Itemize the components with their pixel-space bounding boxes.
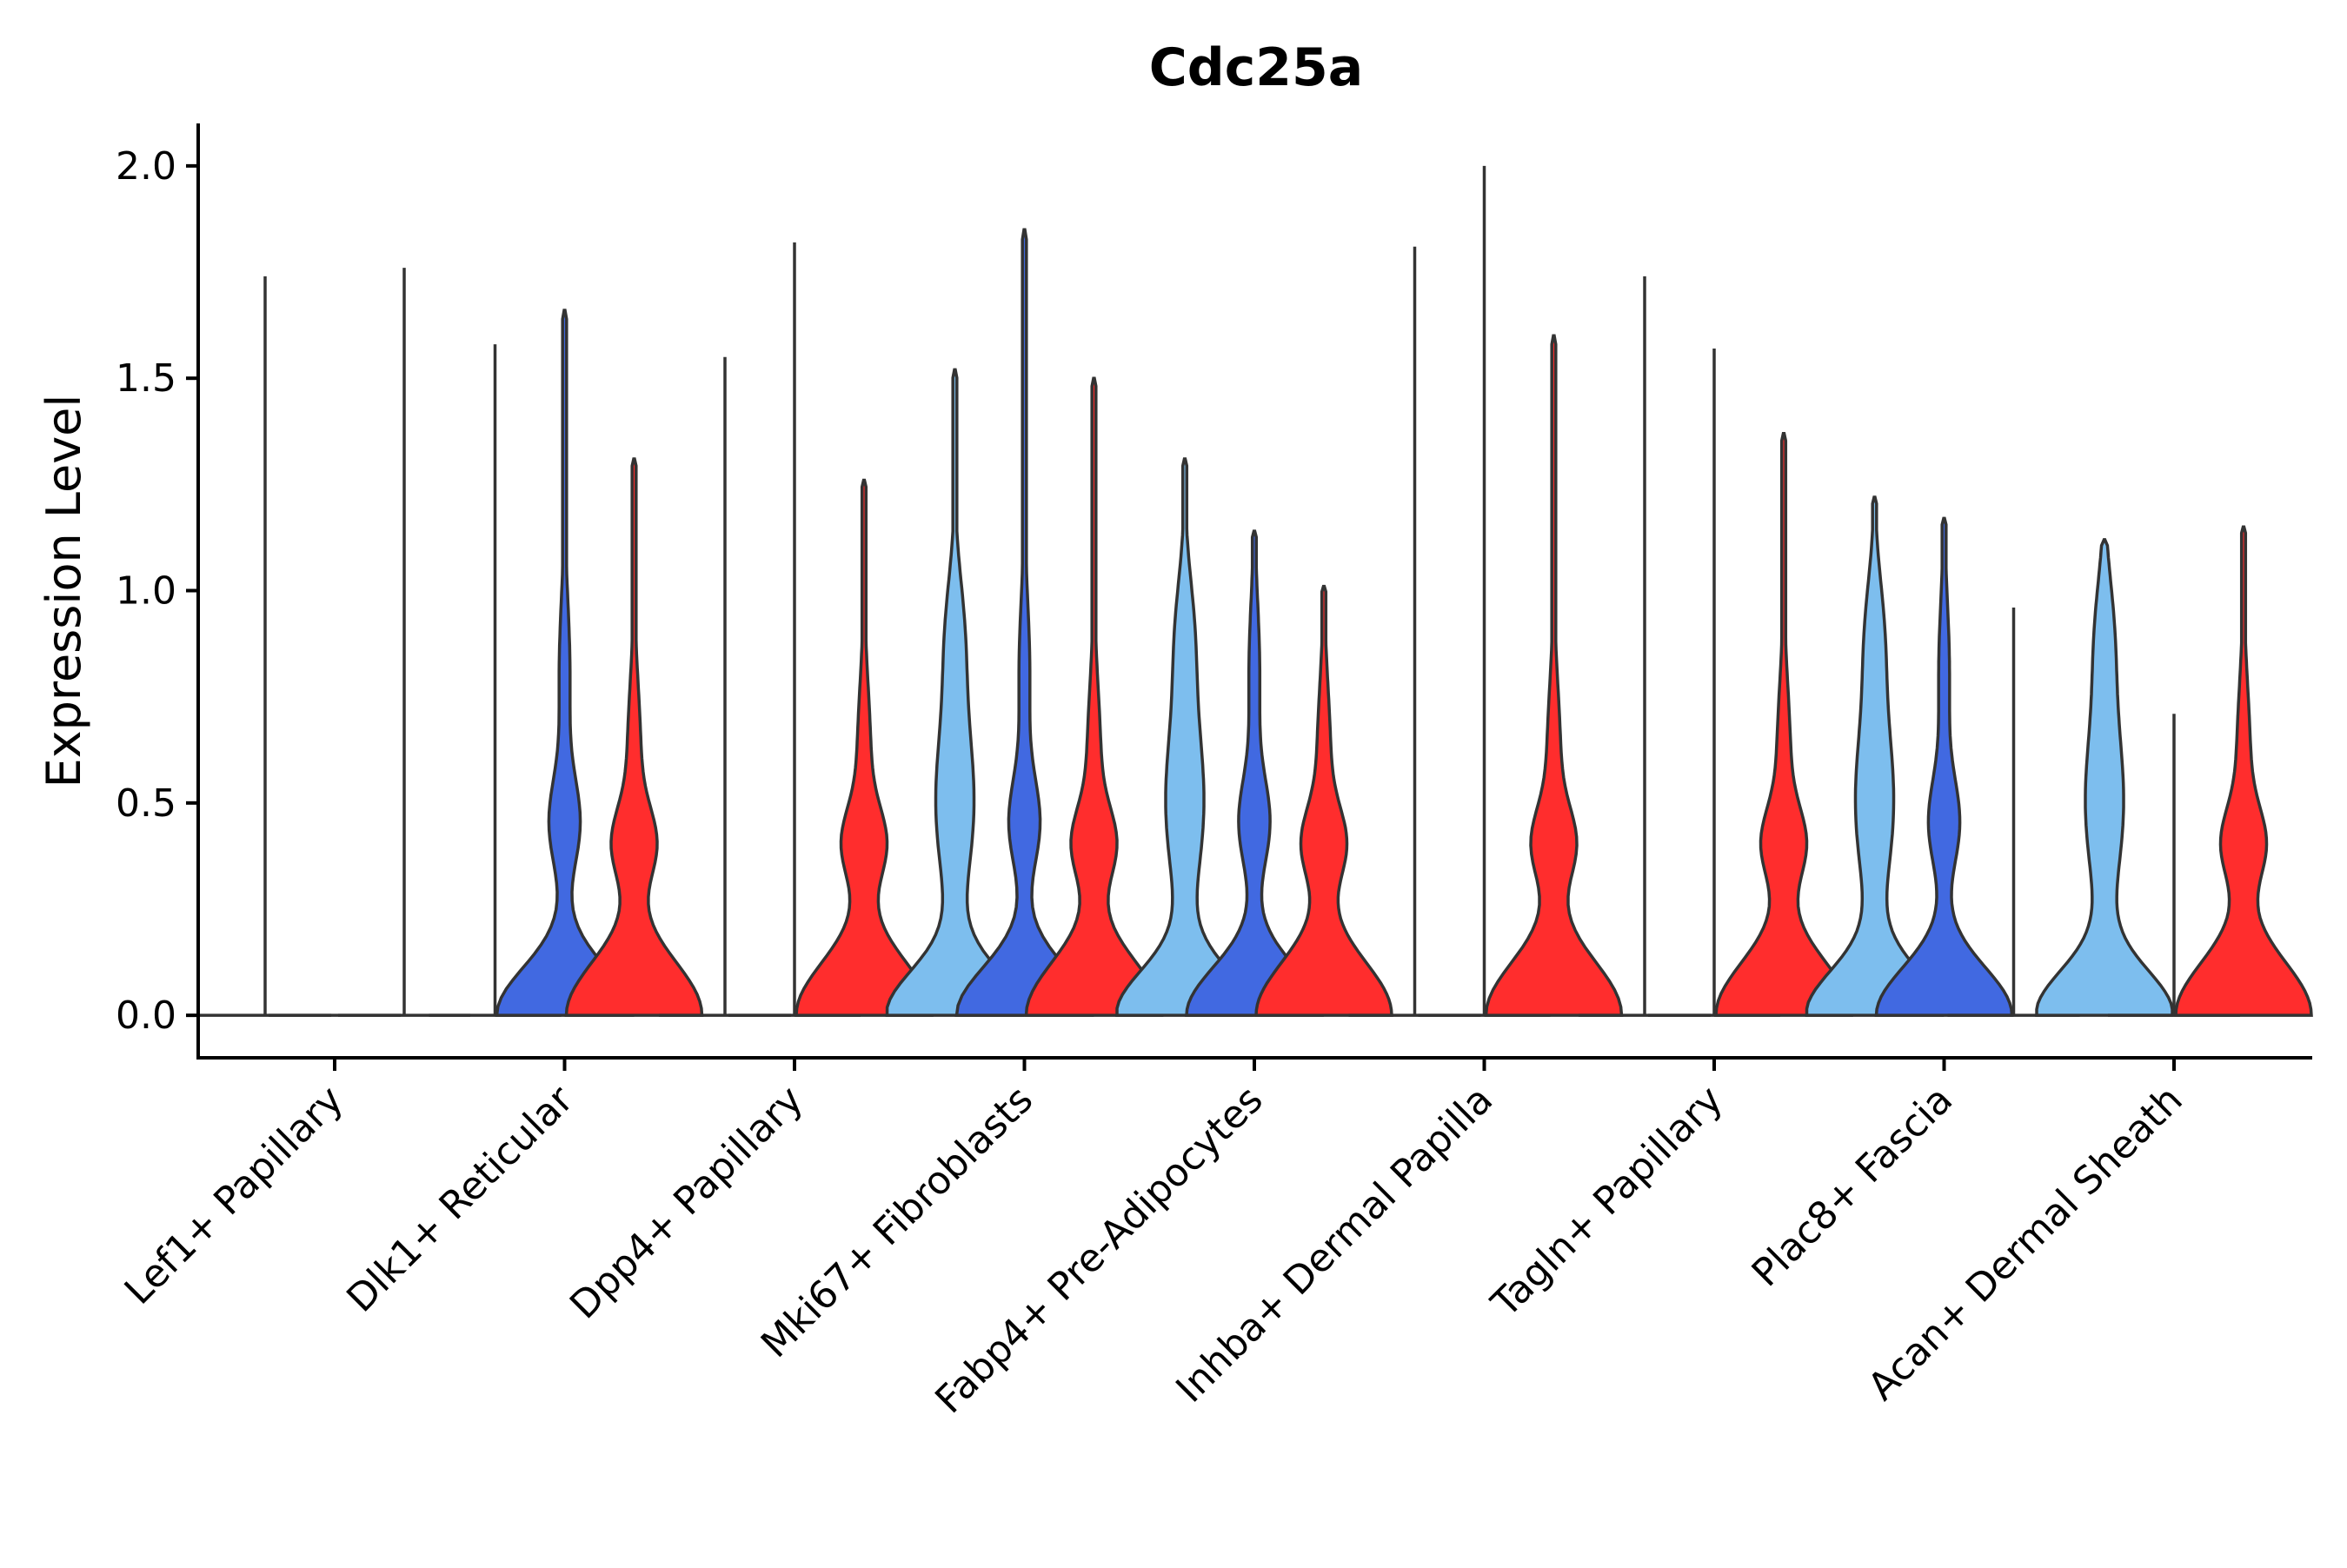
violin-body: [495, 309, 635, 1017]
y-tick-label: 0.0: [116, 993, 176, 1038]
violin-body: [885, 368, 1025, 1017]
violin-body: [1484, 334, 1624, 1017]
x-tick-label: Lef1+ Papillary: [116, 1078, 352, 1313]
violin-body: [564, 457, 704, 1017]
violin-body: [2035, 538, 2174, 1017]
y-axis-label: Expression Level: [37, 395, 91, 788]
violin-body: [1254, 584, 1393, 1017]
violin-body: [954, 228, 1094, 1017]
x-tick-label: Dlk1+ Reticular: [338, 1077, 582, 1321]
violins-group: [199, 165, 2313, 1017]
chart-title: Cdc25a: [1149, 37, 1364, 98]
y-axis: 0.0 0.5 1.0 1.5 2.0: [116, 144, 198, 1038]
violin-body: [1874, 516, 2014, 1017]
violin-body: [1115, 457, 1254, 1017]
y-tick-label: 0.5: [116, 781, 176, 826]
y-tick-label: 1.0: [116, 569, 176, 614]
violin-body: [1024, 376, 1164, 1017]
violin-body: [2174, 525, 2313, 1017]
violin-body: [1805, 495, 1945, 1017]
violin-body: [1185, 529, 1324, 1017]
x-tick-label: Plac8+ Fascia: [1744, 1078, 1962, 1296]
violin-body: [795, 478, 934, 1017]
x-tick-label: Tagln+ Papillary: [1483, 1078, 1732, 1326]
violin-body: [1714, 431, 1853, 1017]
x-tick-label: Dpp4+ Papillary: [562, 1078, 812, 1328]
y-tick-label: 1.5: [116, 356, 176, 401]
y-tick-label: 2.0: [116, 144, 176, 189]
